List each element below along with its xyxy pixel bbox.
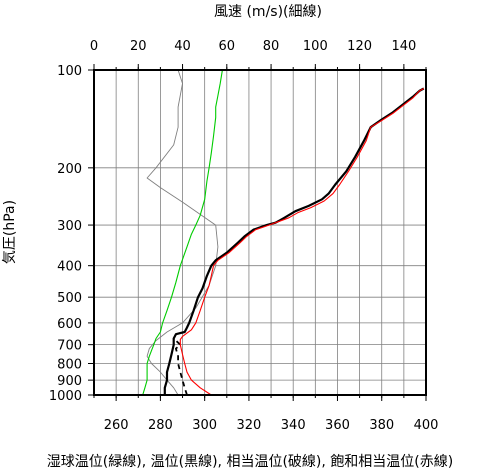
x-bottom-tick-label: 260 <box>104 418 129 433</box>
x-bottom-tick-label: 300 <box>192 418 217 433</box>
saturated-equivalent-potential-temperature-line <box>179 88 425 396</box>
x-top-tick-label: 100 <box>303 39 328 54</box>
y-tick-label: 100 <box>57 64 82 79</box>
x-top-tick-label: 80 <box>263 39 280 54</box>
y-axis-title: 気圧(hPa) <box>2 200 18 264</box>
x-top-tick-label: 40 <box>174 39 191 54</box>
plot-frame <box>93 69 427 396</box>
x-bottom-tick-label: 320 <box>237 418 262 433</box>
x-top-tick-label: 0 <box>90 39 98 54</box>
x-top-tick-label: 140 <box>391 39 416 54</box>
y-tick-label: 400 <box>57 260 82 275</box>
y-tick-label: 900 <box>57 374 82 389</box>
y-tick-label: 500 <box>57 291 82 306</box>
wind-speed-line <box>146 69 219 396</box>
x-bottom-tick-label: 280 <box>148 418 173 433</box>
x-bottom-tick-label: 400 <box>414 418 439 433</box>
x-bottom-tick-label: 340 <box>281 418 306 433</box>
bottom-axis-title: 湿球温位(緑線), 温位(黒線), 相当温位(破線), 飽和相当温位(赤線) <box>47 453 453 470</box>
series-lines <box>142 69 425 396</box>
y-tick-label: 800 <box>57 358 82 373</box>
top-axis-title: 風速 (m/s)(細線) <box>214 4 322 20</box>
y-tick-label: 300 <box>57 219 82 234</box>
potential-temperature-line <box>163 87 425 395</box>
equivalent-potential-temperature-line <box>173 337 188 396</box>
y-tick-label: 1000 <box>49 389 82 404</box>
x-top-tick-label: 120 <box>347 39 372 54</box>
x-bottom-tick-label: 380 <box>369 418 394 433</box>
x-top-tick-label: 60 <box>219 39 236 54</box>
x-bottom-tick-label: 360 <box>325 418 350 433</box>
y-tick-label: 600 <box>57 317 82 332</box>
y-tick-label: 700 <box>57 339 82 354</box>
wet-bulb-potential-temperature-line <box>142 69 223 396</box>
grid-lines <box>93 69 427 396</box>
y-tick-label: 200 <box>57 162 82 177</box>
x-top-tick-label: 20 <box>130 39 147 54</box>
